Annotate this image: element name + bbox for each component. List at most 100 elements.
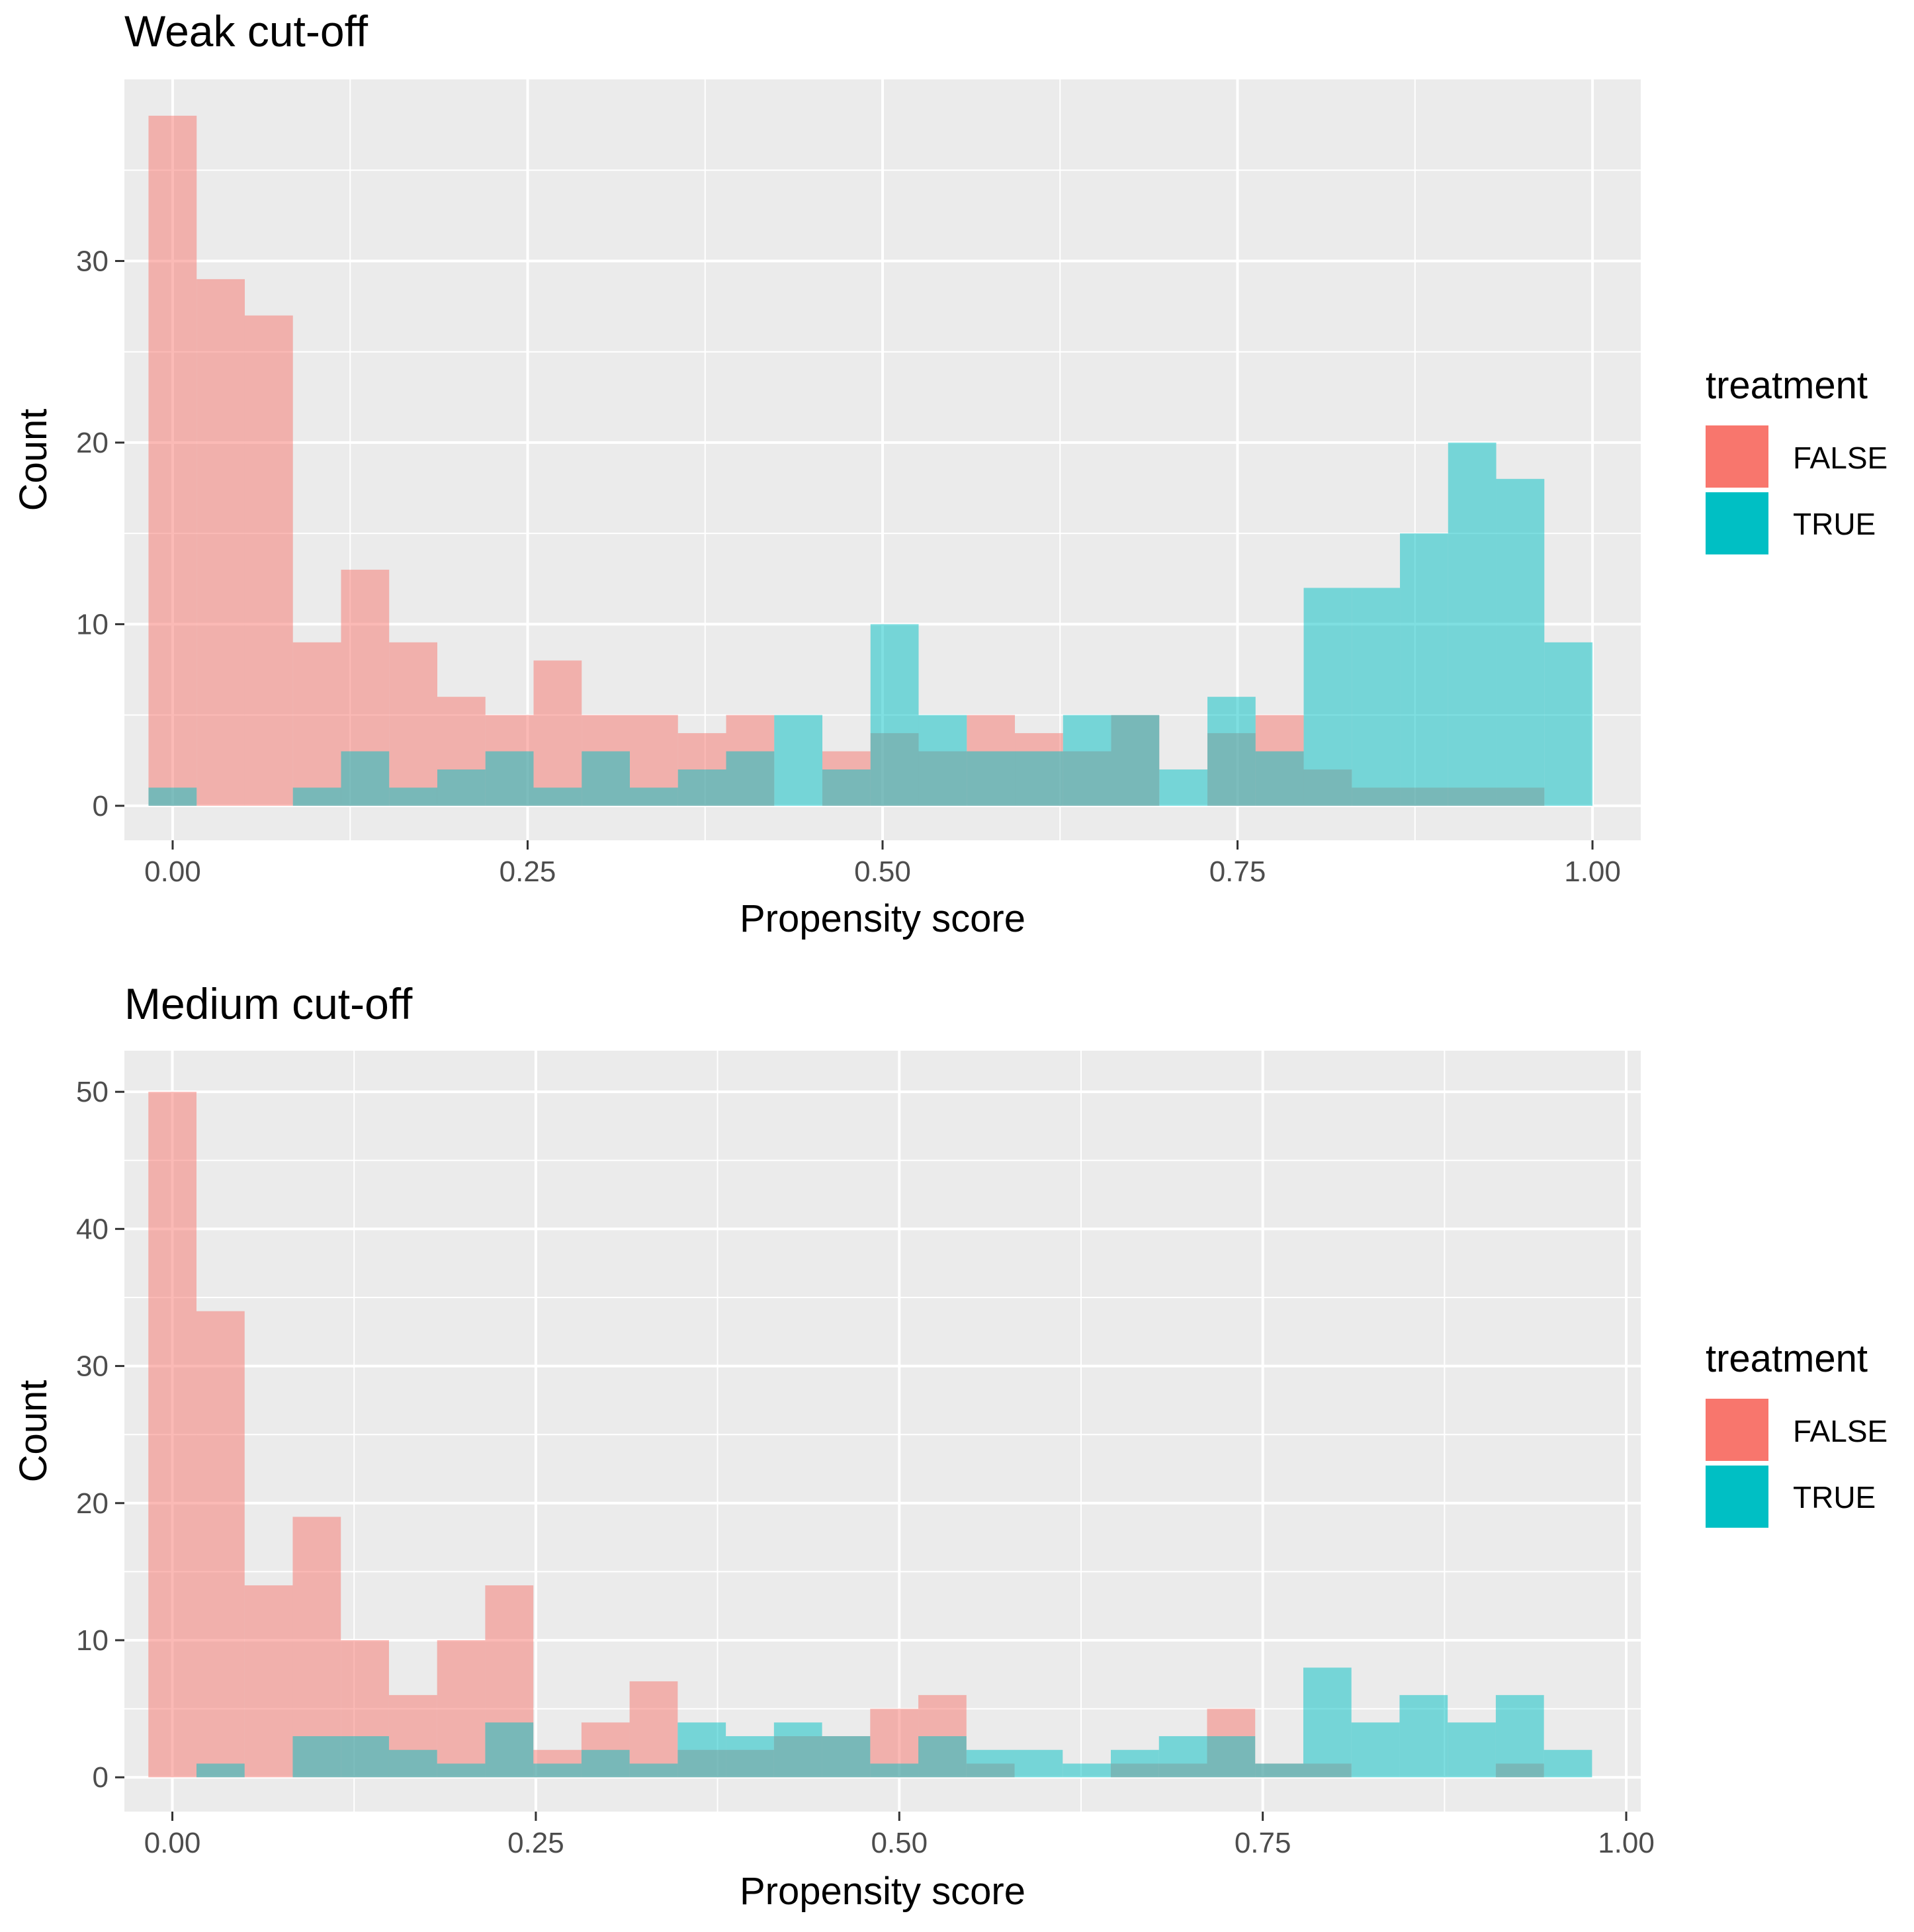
- grid-lines: [124, 1051, 1641, 1812]
- y-tick-label: 0: [93, 1761, 109, 1794]
- x-tick-label: 0.25: [507, 1827, 564, 1859]
- bar-true: [1255, 1763, 1303, 1778]
- bar-true: [1495, 1694, 1544, 1778]
- bar-true: [1352, 588, 1401, 806]
- bar-true: [726, 751, 775, 806]
- y-axis-title: Count: [12, 409, 55, 511]
- y-tick-label: 20: [76, 1487, 109, 1520]
- y-tick-label: 0: [93, 790, 109, 822]
- bar-true: [1448, 442, 1497, 806]
- x-tick-label: 0.75: [1235, 1827, 1291, 1859]
- bar-false: [196, 279, 245, 806]
- bar-true: [196, 1763, 245, 1778]
- bar-false: [292, 642, 341, 806]
- bar-false: [244, 1585, 293, 1778]
- bar-true: [1303, 588, 1352, 806]
- bar-true: [726, 1736, 774, 1778]
- bar-false: [533, 660, 582, 806]
- chart-weak-cutoff: Weak cut-off 0.00 0.25 0.50 0.75 1.00 0 10 20 3…: [12, 7, 1641, 940]
- bar-true: [1544, 1749, 1592, 1778]
- bar-false: [148, 1092, 196, 1778]
- x-axis-title: Propensity score: [740, 1870, 1025, 1913]
- chart-title: Medium cut-off: [124, 979, 413, 1028]
- y-tick-label: 10: [76, 1624, 109, 1657]
- bar-true: [389, 787, 437, 806]
- bar-true: [437, 769, 486, 806]
- bar-true: [1015, 751, 1063, 806]
- bar-true: [629, 1763, 678, 1778]
- x-tick-label: 1.00: [1598, 1827, 1655, 1859]
- bar-true: [967, 751, 1016, 806]
- legend-label-true: TRUE: [1793, 507, 1876, 541]
- legend-medium-cutoff: treatment FALSE TRUE: [1706, 1337, 1888, 1528]
- y-tick-label: 10: [76, 608, 109, 640]
- bar-true: [1399, 1694, 1448, 1778]
- bar-true: [1014, 1749, 1063, 1778]
- bar-true: [1111, 1749, 1159, 1778]
- legend-key-true: [1706, 492, 1768, 554]
- x-tick-label: 1.00: [1564, 856, 1621, 888]
- bar-true: [1496, 478, 1545, 806]
- histogram-bars: [148, 1092, 1592, 1778]
- x-axis-title: Propensity score: [740, 897, 1025, 940]
- bar-true: [677, 1722, 726, 1778]
- y-tick-label: 20: [76, 427, 109, 459]
- bar-true: [822, 1736, 871, 1778]
- bar-true: [966, 1749, 1015, 1778]
- legend-key-false: [1706, 1399, 1768, 1461]
- bar-false: [389, 642, 437, 806]
- bar-true: [581, 1749, 630, 1778]
- legend-weak-cutoff: treatment FALSE TRUE: [1706, 364, 1888, 554]
- bar-false: [292, 1516, 341, 1778]
- bar-true: [1063, 1763, 1111, 1778]
- y-axis-ticks: 0 10 20 30: [76, 245, 124, 822]
- legend-title: treatment: [1706, 1337, 1868, 1380]
- x-axis-ticks: 0.00 0.25 0.50 0.75 1.00: [144, 840, 1621, 888]
- bar-true: [533, 787, 582, 806]
- bar-true: [1448, 1722, 1496, 1778]
- legend-label-false: FALSE: [1793, 441, 1888, 475]
- bar-false: [148, 115, 197, 806]
- bar-true: [918, 1736, 967, 1778]
- bar-true: [773, 1722, 822, 1778]
- bar-false: [244, 315, 293, 806]
- bar-true: [1063, 715, 1111, 806]
- bar-true: [341, 751, 390, 806]
- bar-true: [1207, 1736, 1256, 1778]
- bar-true: [485, 1722, 534, 1778]
- bar-true: [1400, 533, 1448, 806]
- bar-true: [774, 715, 823, 806]
- bar-false: [629, 1681, 678, 1778]
- y-axis-ticks: 0 10 20 30 40 50: [76, 1076, 124, 1794]
- y-axis-title: Count: [12, 1380, 55, 1483]
- y-tick-label: 30: [76, 245, 109, 277]
- chart-medium-cutoff: Medium cut-off 0.00 0.25 0.50 0.75 1.00 0 10 2…: [12, 979, 1655, 1913]
- chart-title: Weak cut-off: [124, 7, 369, 56]
- bar-false: [437, 1640, 486, 1778]
- y-tick-label: 30: [76, 1350, 109, 1383]
- bar-true: [1303, 1667, 1352, 1778]
- bar-true: [630, 787, 678, 806]
- bar-true: [1111, 715, 1160, 806]
- legend-label-true: TRUE: [1793, 1480, 1876, 1515]
- bar-true: [1544, 642, 1593, 806]
- bar-true: [485, 751, 534, 806]
- bar-true: [870, 624, 919, 806]
- legend-key-false: [1706, 425, 1768, 488]
- legend-title: treatment: [1706, 364, 1868, 407]
- bar-true: [292, 1736, 341, 1778]
- bar-false: [196, 1311, 245, 1778]
- x-tick-label: 0.00: [144, 1827, 201, 1859]
- bar-true: [1351, 1722, 1400, 1778]
- legend-label-false: FALSE: [1793, 1414, 1888, 1448]
- bar-true: [918, 715, 967, 806]
- bar-true: [870, 1763, 919, 1778]
- bar-true: [1158, 1736, 1207, 1778]
- x-tick-label: 0.50: [854, 856, 911, 888]
- bar-true: [148, 787, 197, 806]
- x-tick-label: 0.75: [1209, 856, 1266, 888]
- bar-true: [292, 787, 341, 806]
- bar-true: [677, 769, 726, 806]
- bar-true: [1207, 697, 1256, 806]
